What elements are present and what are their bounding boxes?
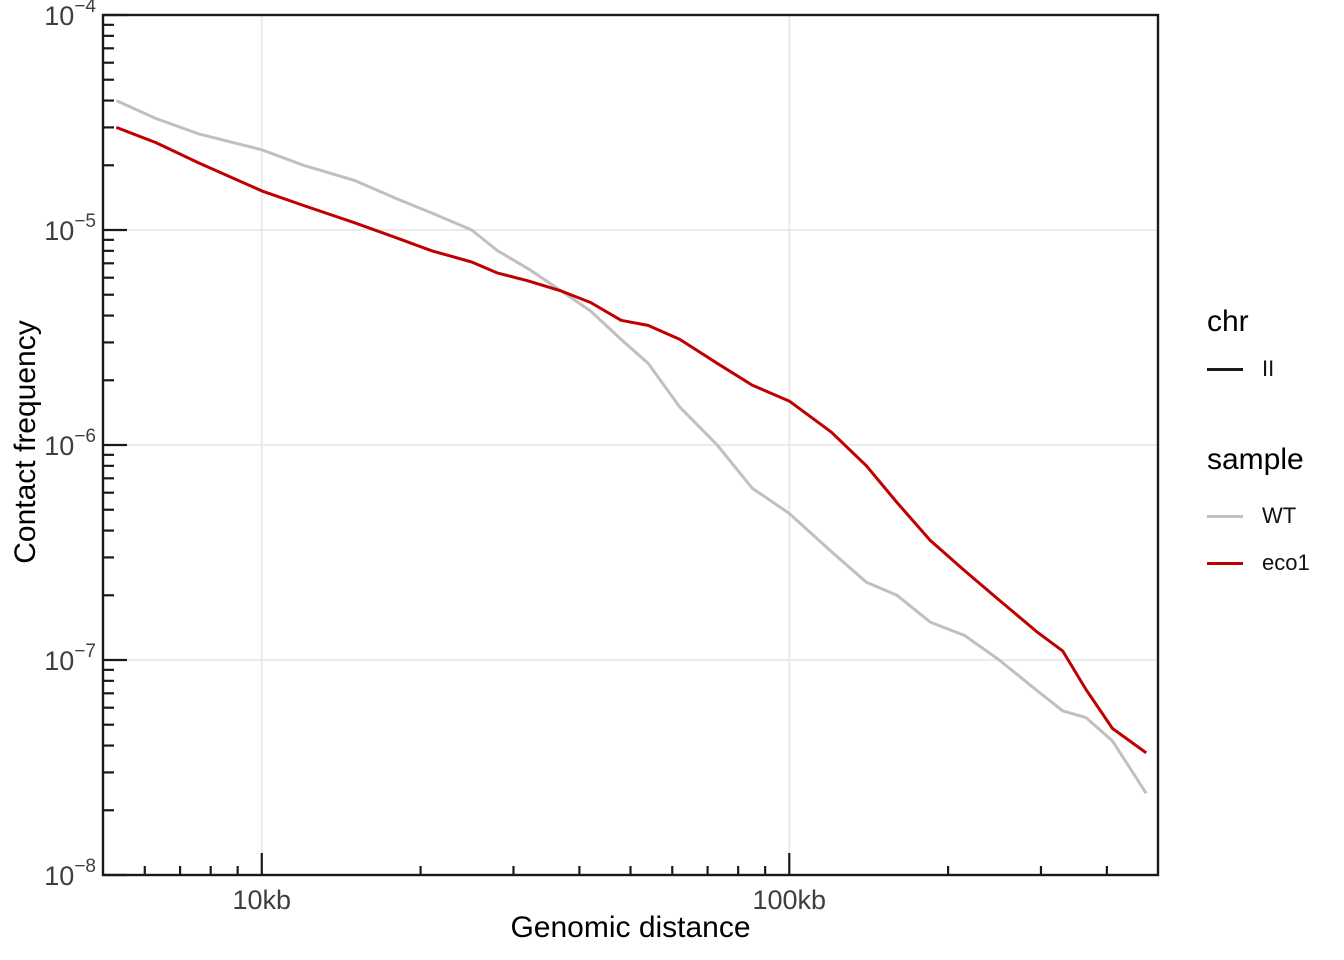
y-axis-title: Contact frequency <box>9 320 42 564</box>
y-tick-label: 10−7 <box>44 641 96 676</box>
x-tick-label: 100kb <box>753 885 827 915</box>
y-tick-label: 10−6 <box>44 426 96 461</box>
y-tick-label: 10−5 <box>44 211 96 246</box>
series-line-WT <box>115 99 1148 795</box>
y-tick-label: 10−8 <box>44 856 96 891</box>
x-axis-title: Genomic distance <box>510 911 751 944</box>
series-line-eco1 <box>115 125 1148 755</box>
panel-border <box>101 13 1160 877</box>
y-tick-label: 10−4 <box>44 0 96 31</box>
x-tick-label: 10kb <box>233 885 292 915</box>
